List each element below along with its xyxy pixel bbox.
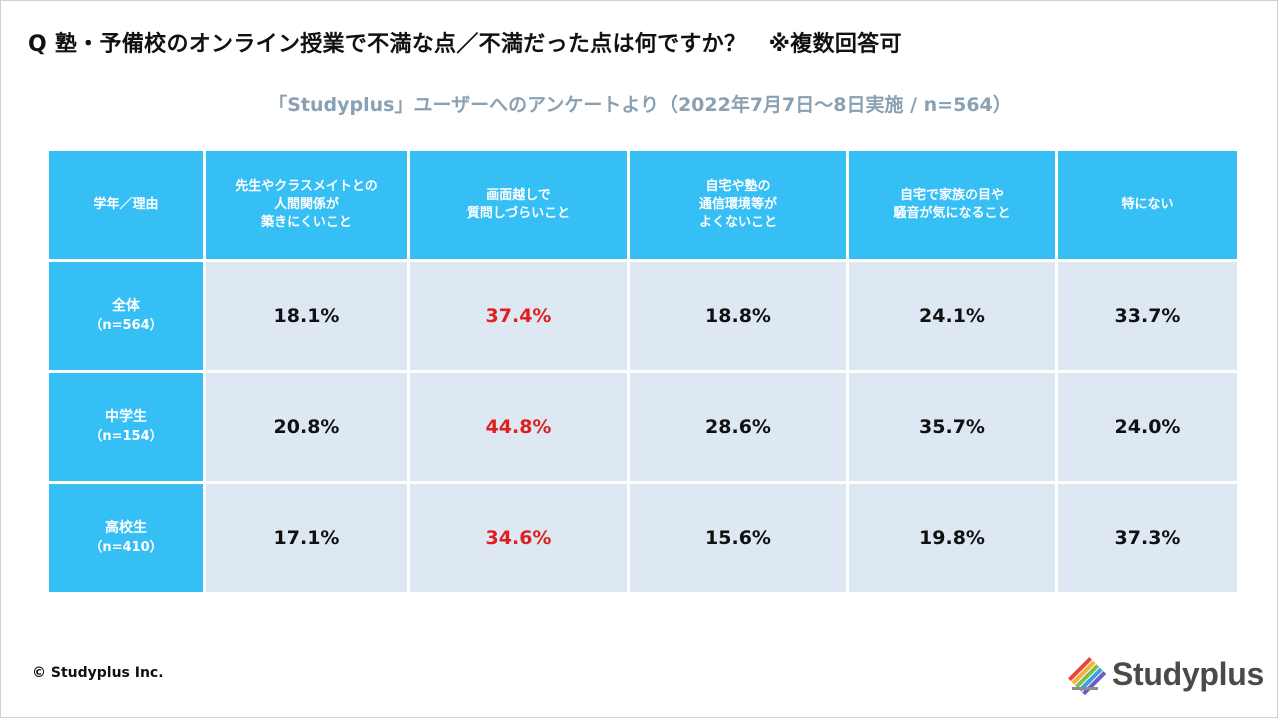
table-row: 全体 （n=564） 18.1% 37.4% 18.8% 24.1% 33.7% — [49, 262, 1237, 370]
value-cell: 17.1% — [206, 484, 407, 592]
studyplus-logo: Studyplus — [1064, 652, 1264, 696]
column-header-line: 質問しづらいこと — [466, 206, 571, 221]
value-cell: 19.8% — [849, 484, 1055, 592]
page-title: Q 塾・予備校のオンライン授業で不満な点／不満だった点は何ですか？ ※複数回答可 — [28, 32, 902, 57]
value-cell: 20.8% — [206, 373, 407, 481]
column-header: 先生やクラスメイトとの 人間関係が築きにくいこと — [206, 151, 407, 259]
column-header-line: よくないこと — [698, 215, 777, 231]
studyplus-logo-text: Studyplus — [1112, 655, 1264, 692]
value-cell-highlight: 44.8% — [410, 373, 627, 481]
row-header: 高校生 （n=410） — [49, 484, 203, 592]
header-row: 学年／理由 先生やクラスメイトとの 人間関係が築きにくいこと 画面越しで質問しづら… — [49, 151, 1237, 259]
value-cell-highlight: 34.6% — [410, 484, 627, 592]
row-header: 全体 （n=564） — [49, 262, 203, 370]
column-header-line: 特にない — [1121, 196, 1174, 212]
row-name: 全体 — [112, 298, 140, 315]
value-cell: 24.1% — [849, 262, 1055, 370]
studyplus-logo-icon — [1068, 657, 1106, 695]
column-header: 自宅で家族の目や 騒音が気になること — [849, 151, 1055, 259]
value-cell: 18.1% — [206, 262, 407, 370]
column-header-line: 自宅や塾の — [705, 178, 771, 194]
column-header: 自宅や塾の通信環境等が よくないこと — [630, 151, 846, 259]
column-header-line: 人間関係が — [273, 196, 339, 212]
column-header-line: 先生やクラスメイトとの — [235, 178, 378, 194]
corner-header: 学年／理由 — [49, 151, 203, 259]
value-cell: 24.0% — [1058, 373, 1237, 481]
copyright-text: © Studyplus Inc. — [32, 665, 164, 681]
results-table: 学年／理由 先生やクラスメイトとの 人間関係が築きにくいこと 画面越しで質問しづら… — [46, 148, 1240, 595]
value-cell-highlight: 37.4% — [410, 262, 627, 370]
row-sample-size: （n=154） — [89, 428, 163, 444]
column-header-line: 自宅で家族の目や — [899, 187, 1004, 203]
corner-header-label: 学年／理由 — [93, 196, 159, 212]
column-header-line: 築きにくいこと — [261, 215, 352, 231]
column-header-line: 通信環境等が — [698, 196, 777, 212]
value-cell: 37.3% — [1058, 484, 1237, 592]
row-header: 中学生 （n=154） — [49, 373, 203, 481]
row-name: 高校生 — [105, 520, 147, 537]
table-row: 中学生 （n=154） 20.8% 44.8% 28.6% 35.7% 24.0… — [49, 373, 1237, 481]
value-cell: 33.7% — [1058, 262, 1237, 370]
row-sample-size: （n=564） — [89, 317, 163, 333]
column-header: 特にない — [1058, 151, 1237, 259]
column-header-line: 画面越しで — [486, 187, 551, 203]
row-sample-size: （n=410） — [89, 539, 163, 555]
value-cell: 28.6% — [630, 373, 846, 481]
value-cell: 35.7% — [849, 373, 1055, 481]
table-row: 高校生 （n=410） 17.1% 34.6% 15.6% 19.8% 37.3… — [49, 484, 1237, 592]
value-cell: 15.6% — [630, 484, 846, 592]
column-header-line: 騒音が気になること — [893, 206, 1011, 221]
row-name: 中学生 — [105, 409, 147, 426]
column-header: 画面越しで質問しづらいこと — [410, 151, 627, 259]
page-subtitle: 「Studyplus」ユーザーへのアンケートより（2022年7月7日〜8日実施 … — [268, 94, 1012, 116]
value-cell: 18.8% — [630, 262, 846, 370]
